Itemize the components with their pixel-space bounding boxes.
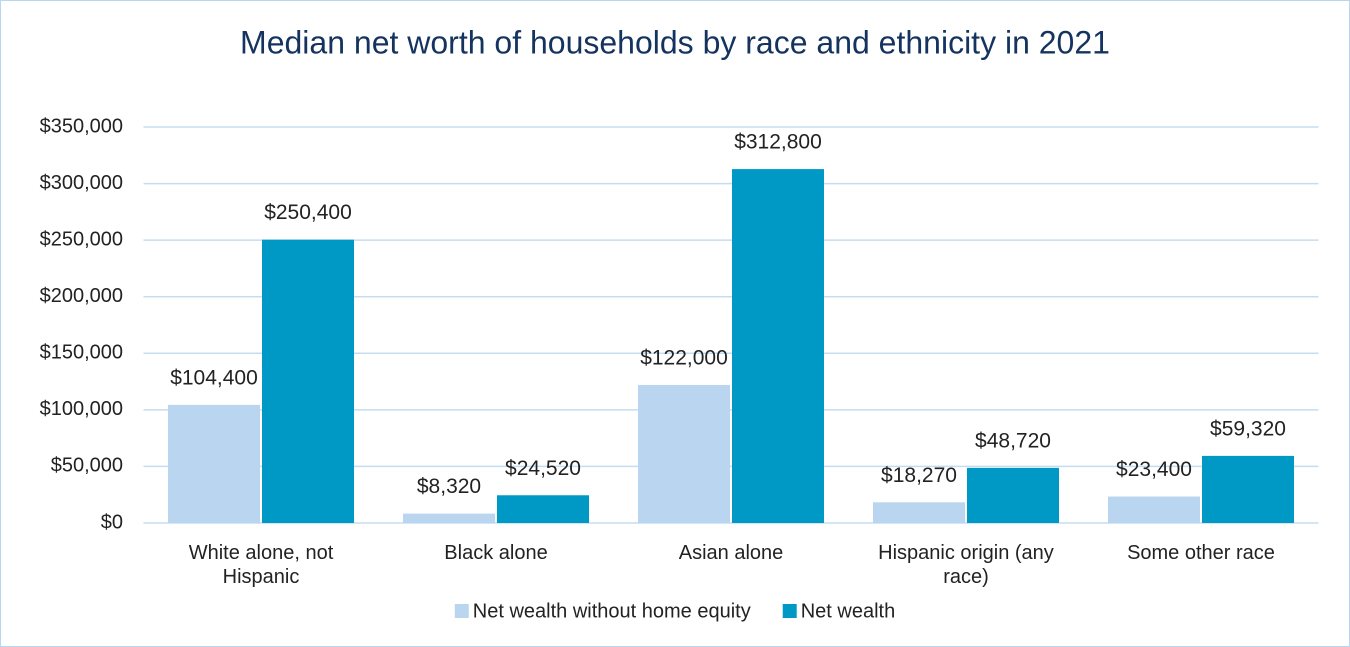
data-label: $312,800 bbox=[734, 131, 822, 154]
bar bbox=[967, 467, 1059, 523]
data-label: $8,320 bbox=[417, 475, 481, 498]
data-label: $59,320 bbox=[1210, 417, 1286, 440]
bar bbox=[403, 513, 495, 523]
bar bbox=[873, 502, 965, 523]
data-label: $104,400 bbox=[170, 366, 258, 389]
x-tick-label: Some other race bbox=[1127, 542, 1275, 564]
y-tick-label: $250,000 bbox=[40, 228, 123, 250]
bar bbox=[732, 169, 824, 523]
bar bbox=[168, 404, 260, 523]
bar bbox=[262, 239, 354, 523]
y-tick-label: $300,000 bbox=[40, 172, 123, 194]
data-label: $23,400 bbox=[1116, 458, 1192, 481]
bar bbox=[497, 495, 589, 523]
data-label: $122,000 bbox=[640, 347, 728, 370]
x-tick-label: Hispanic origin (any race) bbox=[878, 542, 1054, 588]
y-tick-label: $150,000 bbox=[40, 342, 123, 364]
legend-swatch bbox=[454, 604, 469, 618]
data-label: $24,520 bbox=[505, 457, 581, 480]
y-tick-label: $350,000 bbox=[40, 115, 123, 137]
bar bbox=[1108, 496, 1200, 523]
legend-label: Net wealth bbox=[801, 600, 896, 622]
data-label: $48,720 bbox=[975, 429, 1051, 452]
bar bbox=[1202, 455, 1294, 523]
legend-swatch bbox=[782, 604, 797, 618]
y-tick-label: $200,000 bbox=[40, 285, 123, 307]
x-tick-label: Asian alone bbox=[678, 542, 784, 564]
x-tick-label: White alone, not Hispanic bbox=[188, 542, 334, 588]
data-label: $18,270 bbox=[881, 464, 957, 487]
y-tick-label: $50,000 bbox=[51, 455, 123, 477]
y-tick-label: $100,000 bbox=[40, 398, 123, 420]
legend-label: Net wealth without home equity bbox=[473, 600, 751, 622]
bar bbox=[638, 384, 730, 523]
chart-title: Median net worth of households by race a… bbox=[240, 24, 1110, 60]
data-label: $250,400 bbox=[264, 201, 352, 224]
x-tick-label: Black alone bbox=[444, 542, 548, 564]
y-tick-label: $0 bbox=[101, 511, 123, 533]
